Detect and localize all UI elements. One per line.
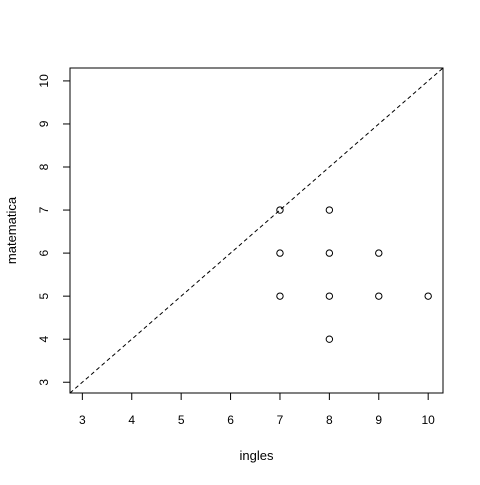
y-tick-label: 9 bbox=[37, 120, 51, 127]
y-tick-label: 6 bbox=[37, 249, 51, 256]
data-point bbox=[276, 249, 284, 257]
x-tick-label: 6 bbox=[227, 413, 234, 427]
plot-frame bbox=[69, 67, 444, 394]
data-point bbox=[375, 249, 383, 257]
x-tick-label: 5 bbox=[178, 413, 185, 427]
axes: 3 4 5 6 7 8 9 10 3 4 5 6 7 8 9 10 bbox=[37, 67, 444, 427]
data-point bbox=[325, 206, 334, 214]
x-tick-label: 10 bbox=[421, 413, 435, 427]
x-axis-label: ingles bbox=[240, 448, 274, 463]
data-point bbox=[325, 292, 334, 300]
y-tick-label: 3 bbox=[37, 379, 51, 386]
y-tick-label: 5 bbox=[37, 292, 51, 299]
x-tick-label: 8 bbox=[326, 413, 333, 427]
y-axis-label: matematica bbox=[4, 196, 19, 264]
reference-line bbox=[69, 67, 444, 394]
y-tick-label: 10 bbox=[37, 74, 51, 88]
data-point bbox=[424, 292, 432, 300]
x-tick-label: 3 bbox=[79, 413, 86, 427]
points-group bbox=[276, 206, 432, 343]
data-point bbox=[276, 206, 284, 214]
y-tick-label: 4 bbox=[37, 336, 51, 343]
y-tick-label: 8 bbox=[37, 163, 51, 170]
data-point bbox=[325, 249, 334, 257]
data-point bbox=[276, 292, 284, 300]
reference-line-group bbox=[69, 67, 444, 394]
x-tick-label: 4 bbox=[128, 413, 135, 427]
data-point bbox=[325, 335, 334, 343]
x-tick-label: 7 bbox=[277, 413, 284, 427]
y-tick-label: 7 bbox=[37, 206, 51, 213]
x-tick-label: 9 bbox=[375, 413, 382, 427]
data-point bbox=[375, 292, 383, 300]
